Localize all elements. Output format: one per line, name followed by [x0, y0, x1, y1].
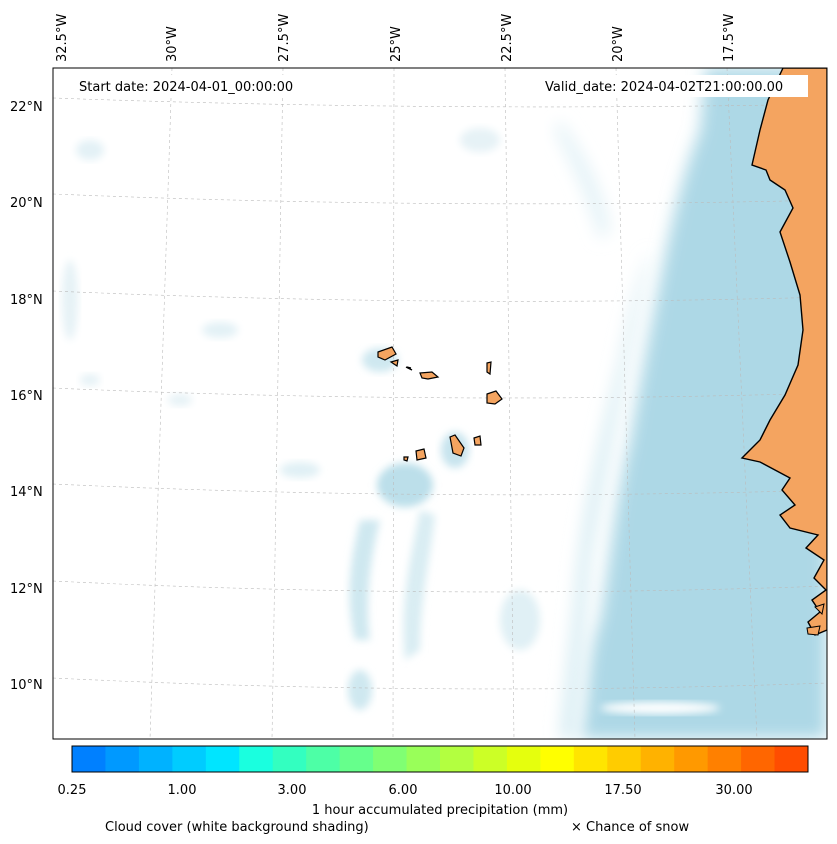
colorbar-swatch — [774, 746, 809, 772]
colorbar-title: 1 hour accumulated precipitation (mm) — [312, 803, 568, 818]
longitude-labels: 32.5°W 30°W 27.5°W 25°W 22.5°W 20°W 17.5… — [55, 14, 737, 62]
colorbar-swatch — [506, 746, 541, 772]
coastal-island — [806, 625, 821, 636]
colorbar-swatch — [741, 746, 776, 772]
colorbar-swatch — [473, 746, 508, 772]
colorbar-swatch — [607, 746, 642, 772]
colorbar-swatch — [105, 746, 140, 772]
coastal-island — [814, 603, 825, 616]
colorbar-swatch — [239, 746, 274, 772]
lat-label-10n: 10°N — [10, 678, 43, 693]
colorbar-swatch — [172, 746, 207, 772]
lon-label-17-5w: 17.5°W — [722, 14, 737, 62]
colorbar-swatch — [339, 746, 374, 772]
cloud-cover-legend: Cloud cover (white background shading) — [105, 820, 369, 835]
lat-label-20n: 20°N — [10, 196, 43, 211]
cape-verde-islands — [377, 346, 503, 462]
colorbar-outline — [71, 745, 809, 773]
lon-label-20w: 20°W — [611, 26, 626, 62]
colorbar-tick-label: 17.50 — [604, 783, 641, 798]
colorbar-ticks: 0.25 1.00 3.00 6.00 10.00 17.50 30.00 — [58, 783, 753, 798]
snow-legend: × Chance of snow — [571, 820, 689, 835]
colorbar-swatch — [440, 746, 474, 772]
lat-label-18n: 18°N — [10, 293, 43, 308]
map-area: Start date: 2024-04-01_00:00:00 Valid_da… — [52, 67, 828, 740]
lon-label-30w: 30°W — [165, 26, 180, 62]
latitude-labels: 22°N 20°N 18°N 16°N 14°N 12°N 10°N — [10, 100, 43, 693]
colorbar-swatch — [373, 746, 408, 772]
lat-label-12n: 12°N — [10, 582, 43, 597]
colorbar-tick-label: 10.00 — [494, 783, 531, 798]
africa-landmass — [740, 68, 827, 636]
colorbar-swatch — [72, 746, 106, 772]
lon-label-22-5w: 22.5°W — [500, 14, 515, 62]
lon-label-25w: 25°W — [389, 26, 404, 62]
lat-label-16n: 16°N — [10, 389, 43, 404]
colorbar-swatch — [640, 746, 675, 772]
lat-label-14n: 14°N — [10, 485, 43, 500]
valid-date-label: Valid_date: 2024-04-02T21:00:00.00 — [545, 80, 783, 95]
colorbar-tick-label: 3.00 — [278, 783, 307, 798]
precipitation-colorbar — [71, 745, 809, 773]
cloud-cover-shading — [62, 68, 827, 739]
lon-label-27-5w: 27.5°W — [277, 14, 292, 62]
colorbar-tick-label: 6.00 — [389, 783, 418, 798]
graticule — [53, 68, 827, 739]
colorbar-swatch — [674, 746, 709, 772]
colorbar-tick-label: 30.00 — [715, 783, 752, 798]
colorbar-swatch — [205, 746, 240, 772]
colorbar-swatch — [707, 746, 742, 772]
colorbar-tick-label: 0.25 — [58, 783, 87, 798]
colorbar-swatch — [272, 746, 307, 772]
colorbar-swatch — [406, 746, 441, 772]
colorbar-tick-label: 1.00 — [168, 783, 197, 798]
start-date-label: Start date: 2024-04-01_00:00:00 — [79, 80, 293, 95]
lon-label-32-5w: 32.5°W — [55, 14, 70, 62]
colorbar-swatch — [573, 746, 608, 772]
colorbar-swatch — [540, 746, 575, 772]
colorbar-swatch — [138, 746, 173, 772]
colorbar-swatch — [306, 746, 341, 772]
lat-label-22n: 22°N — [10, 100, 43, 115]
